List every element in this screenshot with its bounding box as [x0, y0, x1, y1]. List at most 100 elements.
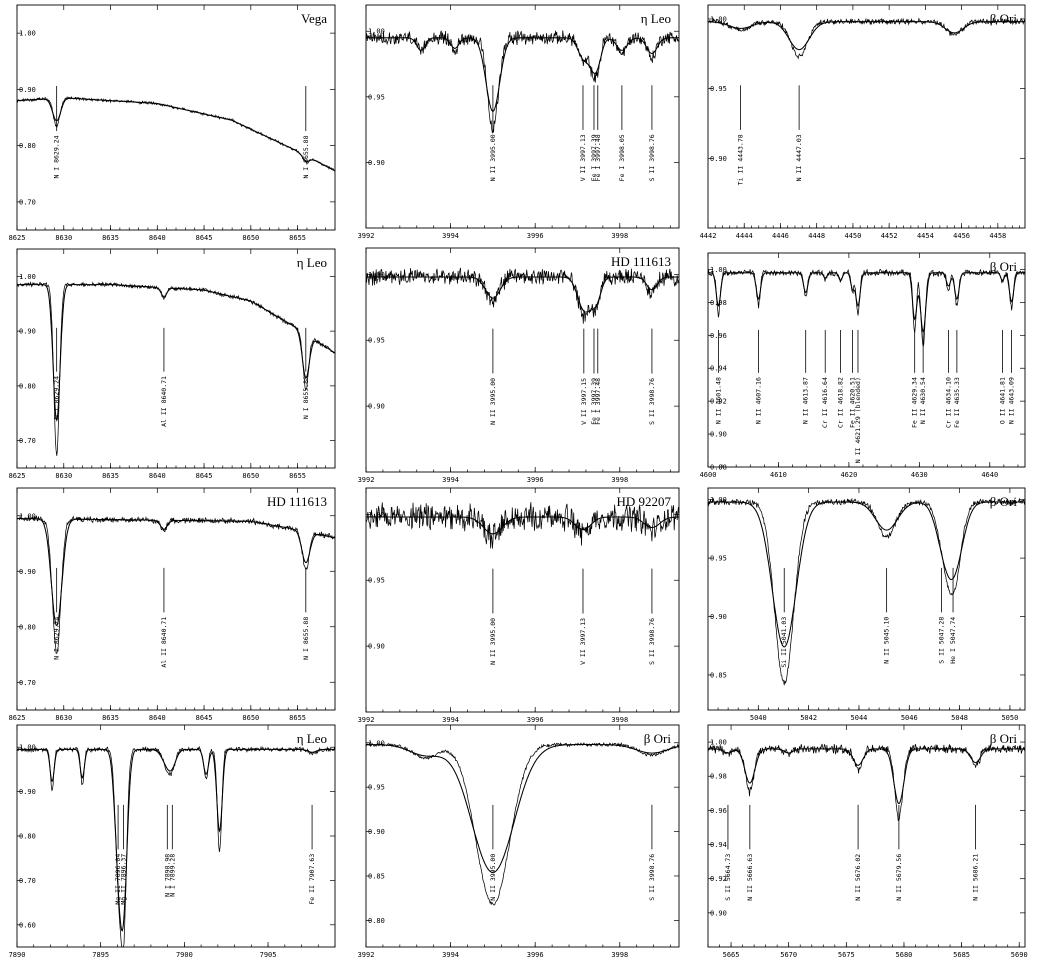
- observed-spectrum: [707, 497, 1026, 686]
- y-tick-label: 1.00: [368, 28, 385, 36]
- panel-title: β Ori: [990, 11, 1018, 26]
- line-label: Mg II 7896.37: [120, 854, 128, 905]
- line-label: Mg II 7896.04: [114, 854, 122, 905]
- x-tick-label: 4600: [700, 471, 717, 479]
- x-tick-label: 3994: [442, 951, 459, 959]
- line-label: Fe II 4620.51: [848, 377, 856, 428]
- x-tick-label: 3992: [358, 232, 375, 240]
- y-tick-label: 1.00: [19, 512, 36, 520]
- model-spectrum: [708, 501, 1025, 648]
- line-label: N II 5666.63: [746, 854, 754, 901]
- x-tick-label: 3996: [527, 476, 544, 484]
- observed-spectrum: [707, 268, 1026, 347]
- x-tick-label: 4640: [981, 471, 998, 479]
- x-tick-label: 5685: [953, 951, 970, 959]
- line-label: N I 7898.98: [163, 854, 171, 897]
- observed-spectrum: [16, 281, 336, 456]
- line-label: Fe II 7907.63: [308, 854, 316, 905]
- x-tick-label: 8645: [196, 234, 213, 242]
- line-label: Fe II 4635.33: [953, 377, 961, 428]
- x-tick-label: 4458: [989, 232, 1006, 240]
- y-tick-label: 0.98: [710, 773, 727, 781]
- line-label: V II 3997.13: [579, 618, 587, 665]
- y-tick-label: 0.85: [710, 671, 727, 679]
- y-tick-label: 0.98: [710, 299, 727, 307]
- x-tick-label: 5050: [1001, 714, 1018, 722]
- x-tick-label: 4450: [844, 232, 861, 240]
- panel-frame: [16, 4, 336, 231]
- x-tick-label: 3998: [611, 232, 628, 240]
- x-tick-label: 8650: [242, 234, 259, 242]
- model-spectrum: [17, 517, 336, 627]
- y-tick-label: 0.90: [710, 909, 727, 917]
- panel-frame: [707, 4, 1026, 229]
- spectrum-panel: 8625 8630 8635 8640 8645 8650 8655 0.70 0.80 0.90…: [9, 4, 336, 242]
- line-label: S II 5664.73: [724, 854, 732, 901]
- y-tick-label: 0.90: [710, 155, 727, 163]
- y-tick-label: 0.80: [19, 382, 36, 390]
- panel-title: HD 111613: [267, 494, 327, 509]
- line-label: Al II 8640.71: [160, 617, 168, 668]
- observed-spectrum: [365, 267, 680, 324]
- x-tick-label: 4454: [917, 232, 934, 240]
- y-tick-label: 0.80: [19, 833, 36, 841]
- y-tick-label: 0.80: [368, 917, 385, 925]
- y-tick-label: 0.90: [368, 828, 385, 836]
- spectrum-panel: 8625 8630 8635 8640 8645 8650 8655 0.70 0.80 0.90…: [9, 487, 336, 722]
- x-tick-label: 3996: [527, 716, 544, 724]
- panel-frame: [365, 4, 680, 229]
- x-tick-label: 4448: [808, 232, 825, 240]
- x-tick-label: 8650: [242, 714, 259, 722]
- line-label: S II 3998.76: [648, 378, 656, 425]
- y-tick-label: 1.00: [368, 511, 385, 519]
- model-spectrum: [708, 748, 1025, 805]
- panel-title: η Leo: [297, 731, 327, 746]
- x-tick-label: 8625: [9, 714, 26, 722]
- x-tick-label: 3994: [442, 232, 459, 240]
- line-label: S II 3998.76: [648, 618, 656, 665]
- y-tick-label: 0.70: [19, 877, 36, 885]
- y-tick-label: 0.88: [710, 464, 727, 472]
- line-label: Si II 5041.03: [780, 617, 788, 668]
- spectrum-panel: 4442 4444 4446 4448 4450 4452 4454 4456 4458 0.90…: [700, 4, 1026, 240]
- x-tick-label: 3996: [527, 232, 544, 240]
- line-label: O II 4641.81: [999, 377, 1007, 424]
- x-tick-label: 7905: [260, 951, 277, 959]
- line-label: Fe I 3997.39: [590, 378, 598, 425]
- line-label: N II 4447.03: [795, 134, 803, 181]
- y-tick-label: 0.92: [710, 398, 727, 406]
- x-tick-label: 8630: [55, 472, 72, 480]
- x-tick-label: 5040: [750, 714, 767, 722]
- line-label: S II 5047.28: [937, 617, 945, 664]
- line-label: Fe I 3998.05: [618, 134, 626, 181]
- x-tick-label: 3994: [442, 716, 459, 724]
- model-spectrum: [17, 97, 336, 172]
- x-tick-label: 8625: [9, 472, 26, 480]
- model-spectrum: [366, 276, 679, 313]
- spectrum-panel: 3992 3994 3996 3998 0.90 0.95 1.00 η Leo N II 39…: [358, 4, 680, 240]
- line-label: N II 4621.29 (blended): [854, 377, 862, 463]
- line-label: Fe I 3997.48: [594, 134, 602, 181]
- y-tick-label: 1.00: [368, 739, 385, 747]
- x-tick-label: 3996: [527, 951, 544, 959]
- x-tick-label: 8645: [196, 714, 213, 722]
- line-label: N I 7899.28: [168, 854, 176, 897]
- x-tick-label: 8640: [149, 714, 166, 722]
- line-label: N II 5686.21: [972, 854, 980, 901]
- y-tick-label: 0.95: [368, 577, 385, 585]
- panel-title: HD 92207: [616, 494, 671, 509]
- y-tick-label: 0.90: [710, 613, 727, 621]
- y-tick-label: 0.80: [19, 142, 36, 150]
- model-spectrum: [366, 743, 680, 873]
- x-tick-label: 8640: [149, 234, 166, 242]
- line-label: N II 4643.09: [1008, 377, 1016, 424]
- y-tick-label: 1.00: [19, 30, 36, 38]
- line-label: V II 3997.13: [579, 134, 587, 181]
- y-tick-label: 0.70: [19, 437, 36, 445]
- panel-title: β Ori: [644, 731, 672, 746]
- line-label: Fe II 4629.34: [911, 377, 919, 428]
- panel-title: HD 111613: [611, 254, 671, 269]
- x-tick-label: 4442: [700, 232, 717, 240]
- line-label: N II 3995.00: [489, 618, 497, 665]
- line-label: Cr II 4616.64: [821, 377, 829, 428]
